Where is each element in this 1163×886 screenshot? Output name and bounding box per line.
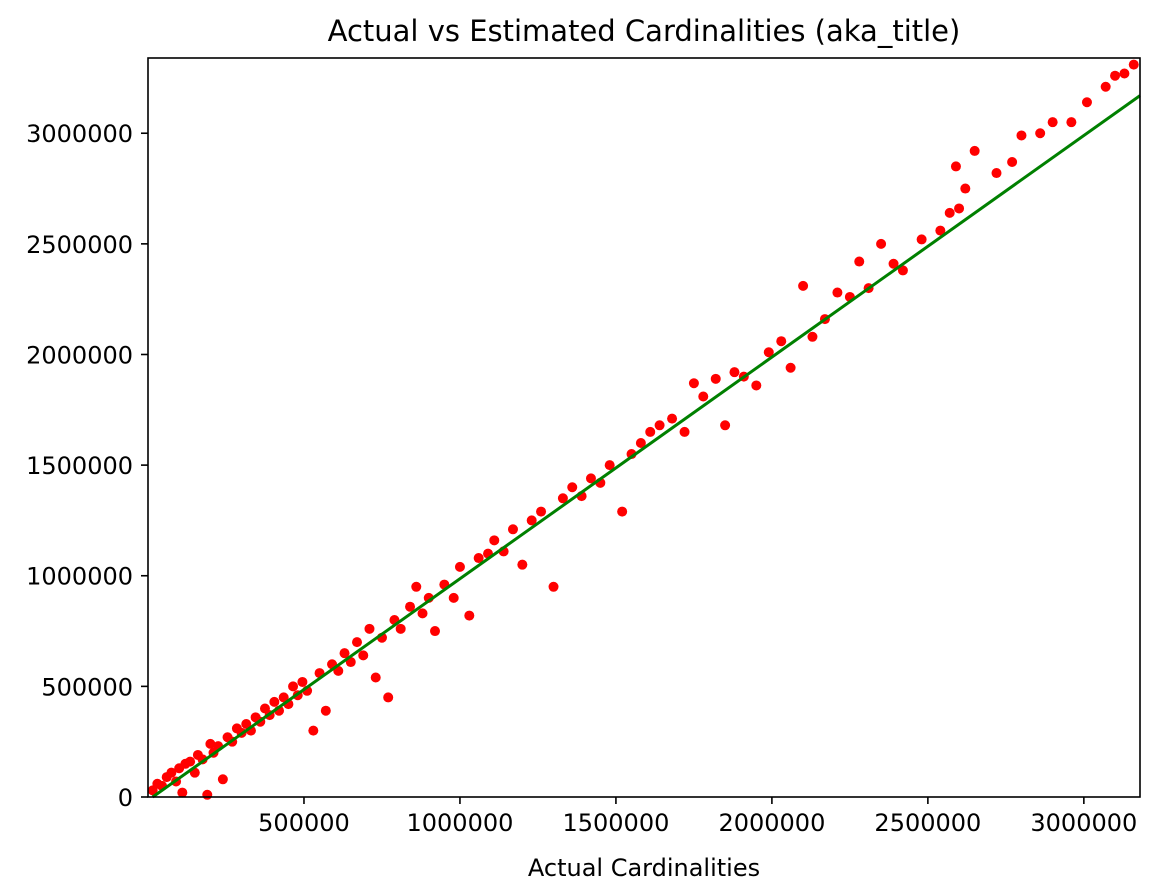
data-point bbox=[991, 168, 1002, 179]
data-point bbox=[679, 426, 690, 437]
y-tick-label: 2500000 bbox=[26, 231, 133, 259]
data-point bbox=[1016, 130, 1027, 141]
data-point bbox=[308, 725, 319, 736]
fit-line bbox=[151, 94, 1141, 799]
x-axis-label: Actual Cardinalities bbox=[528, 854, 760, 882]
data-point bbox=[1007, 156, 1018, 167]
data-point bbox=[517, 559, 528, 570]
data-point bbox=[969, 145, 980, 156]
data-point bbox=[1110, 70, 1121, 81]
data-point bbox=[473, 553, 484, 564]
data-point bbox=[358, 650, 369, 661]
y-tick-label: 1000000 bbox=[26, 563, 133, 591]
data-point bbox=[507, 524, 518, 535]
data-point bbox=[297, 676, 308, 687]
data-point bbox=[888, 258, 899, 269]
data-point bbox=[405, 601, 416, 612]
y-tick-label: 1500000 bbox=[26, 452, 133, 480]
data-point bbox=[710, 373, 721, 384]
data-point bbox=[954, 203, 965, 214]
x-tick-label: 2000000 bbox=[718, 809, 825, 837]
data-point bbox=[411, 581, 422, 592]
data-point bbox=[729, 367, 740, 378]
data-point bbox=[854, 256, 865, 267]
data-point bbox=[763, 347, 774, 358]
data-point bbox=[269, 696, 280, 707]
data-point bbox=[567, 482, 578, 493]
data-point bbox=[177, 787, 188, 798]
y-tick-label: 500000 bbox=[41, 673, 133, 701]
data-point bbox=[617, 506, 628, 517]
data-point bbox=[1066, 117, 1077, 128]
data-point bbox=[364, 623, 375, 634]
data-point bbox=[429, 626, 440, 637]
data-point bbox=[667, 413, 678, 424]
data-point bbox=[370, 672, 381, 683]
y-tick-label: 3000000 bbox=[26, 120, 133, 148]
data-point bbox=[536, 506, 547, 517]
data-point bbox=[489, 535, 500, 546]
data-point bbox=[1119, 68, 1130, 79]
x-tick-label: 2500000 bbox=[874, 809, 981, 837]
data-point bbox=[950, 161, 961, 172]
y-tick-label: 2000000 bbox=[26, 341, 133, 369]
data-point bbox=[288, 681, 299, 692]
data-point bbox=[454, 561, 465, 572]
data-point bbox=[526, 515, 537, 526]
data-point bbox=[807, 331, 818, 342]
data-point bbox=[960, 183, 971, 194]
data-point bbox=[464, 610, 475, 621]
data-point bbox=[897, 265, 908, 276]
data-point bbox=[944, 207, 955, 218]
data-point bbox=[751, 380, 762, 391]
data-point bbox=[698, 391, 709, 402]
x-tick-label: 3000000 bbox=[1030, 809, 1137, 837]
data-point bbox=[785, 362, 796, 373]
data-point bbox=[417, 608, 428, 619]
x-tick-label: 1500000 bbox=[562, 809, 669, 837]
plot-area bbox=[147, 59, 1141, 800]
data-point bbox=[352, 637, 363, 648]
y-tick-label: 0 bbox=[118, 784, 133, 812]
data-point bbox=[202, 789, 213, 800]
data-point bbox=[688, 378, 699, 389]
data-point bbox=[1081, 97, 1092, 108]
plot-frame bbox=[147, 57, 1141, 798]
data-point bbox=[557, 493, 568, 504]
data-point bbox=[1047, 117, 1058, 128]
data-point bbox=[166, 767, 177, 778]
data-point bbox=[585, 473, 596, 484]
data-point bbox=[320, 705, 331, 716]
data-point bbox=[654, 420, 665, 431]
data-point bbox=[205, 738, 216, 749]
data-point bbox=[1100, 81, 1111, 92]
data-point bbox=[916, 234, 927, 245]
chart-title: Actual vs Estimated Cardinalities (aka_t… bbox=[328, 14, 961, 48]
y-axis: 0 500000 1000000 1500000 2000000 2500000 30000… bbox=[26, 120, 148, 812]
data-point bbox=[395, 623, 406, 634]
data-point bbox=[548, 581, 559, 592]
x-tick-label: 500000 bbox=[258, 809, 350, 837]
data-point bbox=[448, 592, 459, 603]
data-point bbox=[645, 426, 656, 437]
data-point bbox=[720, 420, 731, 431]
data-point bbox=[185, 756, 196, 767]
data-point bbox=[339, 648, 350, 659]
x-tick-label: 1000000 bbox=[407, 809, 514, 837]
data-point bbox=[776, 336, 787, 347]
data-point bbox=[832, 287, 843, 298]
data-point bbox=[1128, 59, 1139, 70]
data-point bbox=[383, 692, 394, 703]
data-point bbox=[935, 225, 946, 236]
data-point bbox=[876, 238, 887, 249]
data-point bbox=[798, 280, 809, 291]
data-point bbox=[604, 460, 615, 471]
data-point bbox=[1035, 128, 1046, 139]
x-axis: 500000 1000000 1500000 2000000 2500000 300000… bbox=[258, 797, 1137, 837]
data-point bbox=[635, 437, 646, 448]
data-point bbox=[217, 774, 228, 785]
